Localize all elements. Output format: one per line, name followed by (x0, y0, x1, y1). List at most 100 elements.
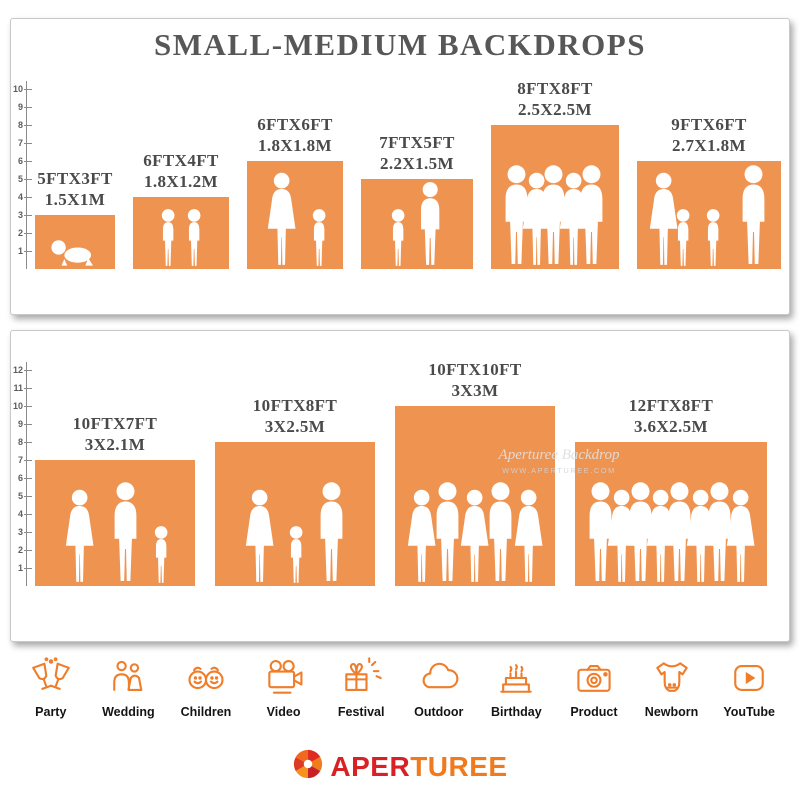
backdrop-size-ft: 10FTX8FT (252, 396, 338, 415)
ruler-tick-number: 2 (17, 545, 23, 555)
person-silhouette-male (542, 165, 565, 265)
birthday-icon (478, 656, 556, 704)
category-label: Birthday (491, 705, 542, 719)
ruler-tick-mark (24, 88, 32, 90)
ruler-tick-mark (24, 441, 32, 443)
person-silhouette-female (514, 489, 543, 582)
person-silhouette-male (114, 482, 137, 582)
ruler-line (26, 362, 27, 586)
person-silhouette-male (708, 482, 731, 582)
category-label: Outdoor (414, 705, 464, 719)
backdrop-size-ft: 5FTX3FT (37, 169, 113, 188)
ruler-tick-number: 8 (17, 437, 23, 447)
aperture-icon (292, 748, 324, 785)
person-silhouette-child (677, 208, 690, 266)
category-youtube: YouTube (710, 656, 788, 748)
outdoor-icon (400, 656, 478, 704)
backdrop-size-label: 6FTX4FT 1.8X1.2M (143, 150, 219, 192)
small-size-chart: 1 2 3 4 5 6 7 8 9 10 5FTX3FT 1.5X1M 6FTX4FT 1.8X1.2M 6… (11, 19, 789, 314)
person-silhouette-male (580, 165, 603, 265)
ruler-tick: 7 (12, 455, 32, 465)
category-wedding: Wedding (90, 656, 168, 748)
person-silhouette-male (629, 482, 651, 582)
person-silhouette-female (461, 489, 489, 582)
ruler-tick-mark (24, 232, 32, 234)
ruler-tick-number: 1 (17, 246, 23, 256)
category-label: YouTube (723, 705, 775, 719)
backdrop-rect: 7FTX5FT 2.2X1.5M (361, 133, 473, 269)
ruler-tick-number: 9 (17, 102, 23, 112)
category-label: Newborn (644, 705, 699, 719)
backdrop-size-ft: 12FTX8FT (628, 396, 714, 415)
person-silhouette-male (589, 482, 612, 582)
backdrop-rect: 6FTX4FT 1.8X1.2M (133, 151, 229, 269)
person-silhouette-male (436, 482, 459, 582)
backdrop-rect: 5FTX3FT 1.5X1M (35, 169, 115, 269)
ruler-tick-number: 5 (17, 491, 23, 501)
person-silhouette-female (65, 489, 94, 582)
backdrop-size-label: 9FTX6FT 2.7X1.8M (671, 114, 747, 156)
festival-icon (322, 656, 400, 704)
small-backdrops-panel: SMALL-MEDIUM BACKDROPS 1 2 3 4 5 6 7 8 9 10 5FTX3F… (10, 18, 790, 315)
ruler-tick-number: 2 (17, 228, 23, 238)
person-silhouette-baby (51, 240, 94, 267)
party-icon (12, 656, 90, 704)
ruler-tick-number: 7 (17, 138, 23, 148)
backdrop-size-label: 7FTX5FT 2.2X1.5M (379, 132, 455, 174)
backdrop-size-ft: 6FTX6FT (257, 115, 333, 134)
backdrop-size-m: 2.5X2.5M (517, 100, 593, 119)
person-silhouette-child (707, 208, 720, 266)
category-label: Party (35, 705, 67, 719)
ruler-tick-mark (24, 106, 32, 108)
category-outdoor: Outdoor (400, 656, 478, 748)
category-video: Video (245, 656, 323, 748)
ruler-tick-mark (24, 387, 32, 389)
ruler-tick-number: 3 (17, 527, 23, 537)
person-silhouette-child (289, 525, 303, 583)
ruler-tick-mark (24, 567, 32, 569)
ruler-tick-number: 5 (17, 174, 23, 184)
person-silhouette-male (420, 182, 440, 265)
ruler-tick-mark (24, 142, 32, 144)
backdrop-rect: 12FTX8FT 3.6X2.5M (575, 396, 767, 586)
backdrop-size-ft: 10FTX10FT (428, 360, 522, 379)
ruler-tick-number: 6 (17, 473, 23, 483)
backdrop-size-label: 10FTX10FT 3X3M (428, 359, 521, 401)
person-silhouette-child (161, 208, 175, 266)
ruler-tick-number: 4 (17, 192, 23, 202)
ruler-tick: 1 (12, 563, 32, 573)
category-label: Children (180, 705, 232, 719)
ruler-tick-mark (24, 513, 32, 515)
ruler-tick-mark (24, 160, 32, 162)
ruler-tick: 5 (12, 174, 32, 184)
ruler-tick-mark (24, 531, 32, 533)
backdrop-size-label: 10FTX8FT 3X2.5M (253, 395, 337, 437)
ruler-tick-mark (24, 178, 32, 180)
ruler-tick-mark (24, 549, 32, 551)
ruler-line (26, 81, 27, 269)
ruler-tick-mark (24, 196, 32, 198)
backdrop-size-m: 3X2.1M (84, 435, 146, 454)
ruler-tick: 4 (12, 192, 32, 202)
person-silhouette-male (489, 482, 512, 582)
backdrop-size-m: 1.8X1.2M (143, 172, 219, 191)
backdrop-size-ft: 10FTX7FT (72, 414, 158, 433)
category-festival: Festival (322, 656, 400, 748)
backdrop-size-m: 1.5X1M (44, 190, 106, 209)
ruler-tick: 9 (12, 419, 32, 429)
ruler-tick-number: 12 (12, 365, 23, 375)
ruler-tick: 7 (12, 138, 32, 148)
backdrop-size-m: 1.8X1.8M (257, 136, 333, 155)
category-label: Festival (337, 705, 385, 719)
ruler-tick: 2 (12, 545, 32, 555)
ruler-tick: 1 (12, 246, 32, 256)
ruler-tick: 2 (12, 228, 32, 238)
ruler-tick: 4 (12, 509, 32, 519)
backdrop-size-ft: 7FTX5FT (379, 133, 455, 152)
person-silhouette-female (607, 489, 636, 582)
backdrop-size-label: 10FTX7FT 3X2.1M (73, 413, 157, 455)
person-silhouette-child (187, 208, 201, 266)
ruler-tick-mark (24, 423, 32, 425)
ruler-tick: 3 (12, 210, 32, 220)
